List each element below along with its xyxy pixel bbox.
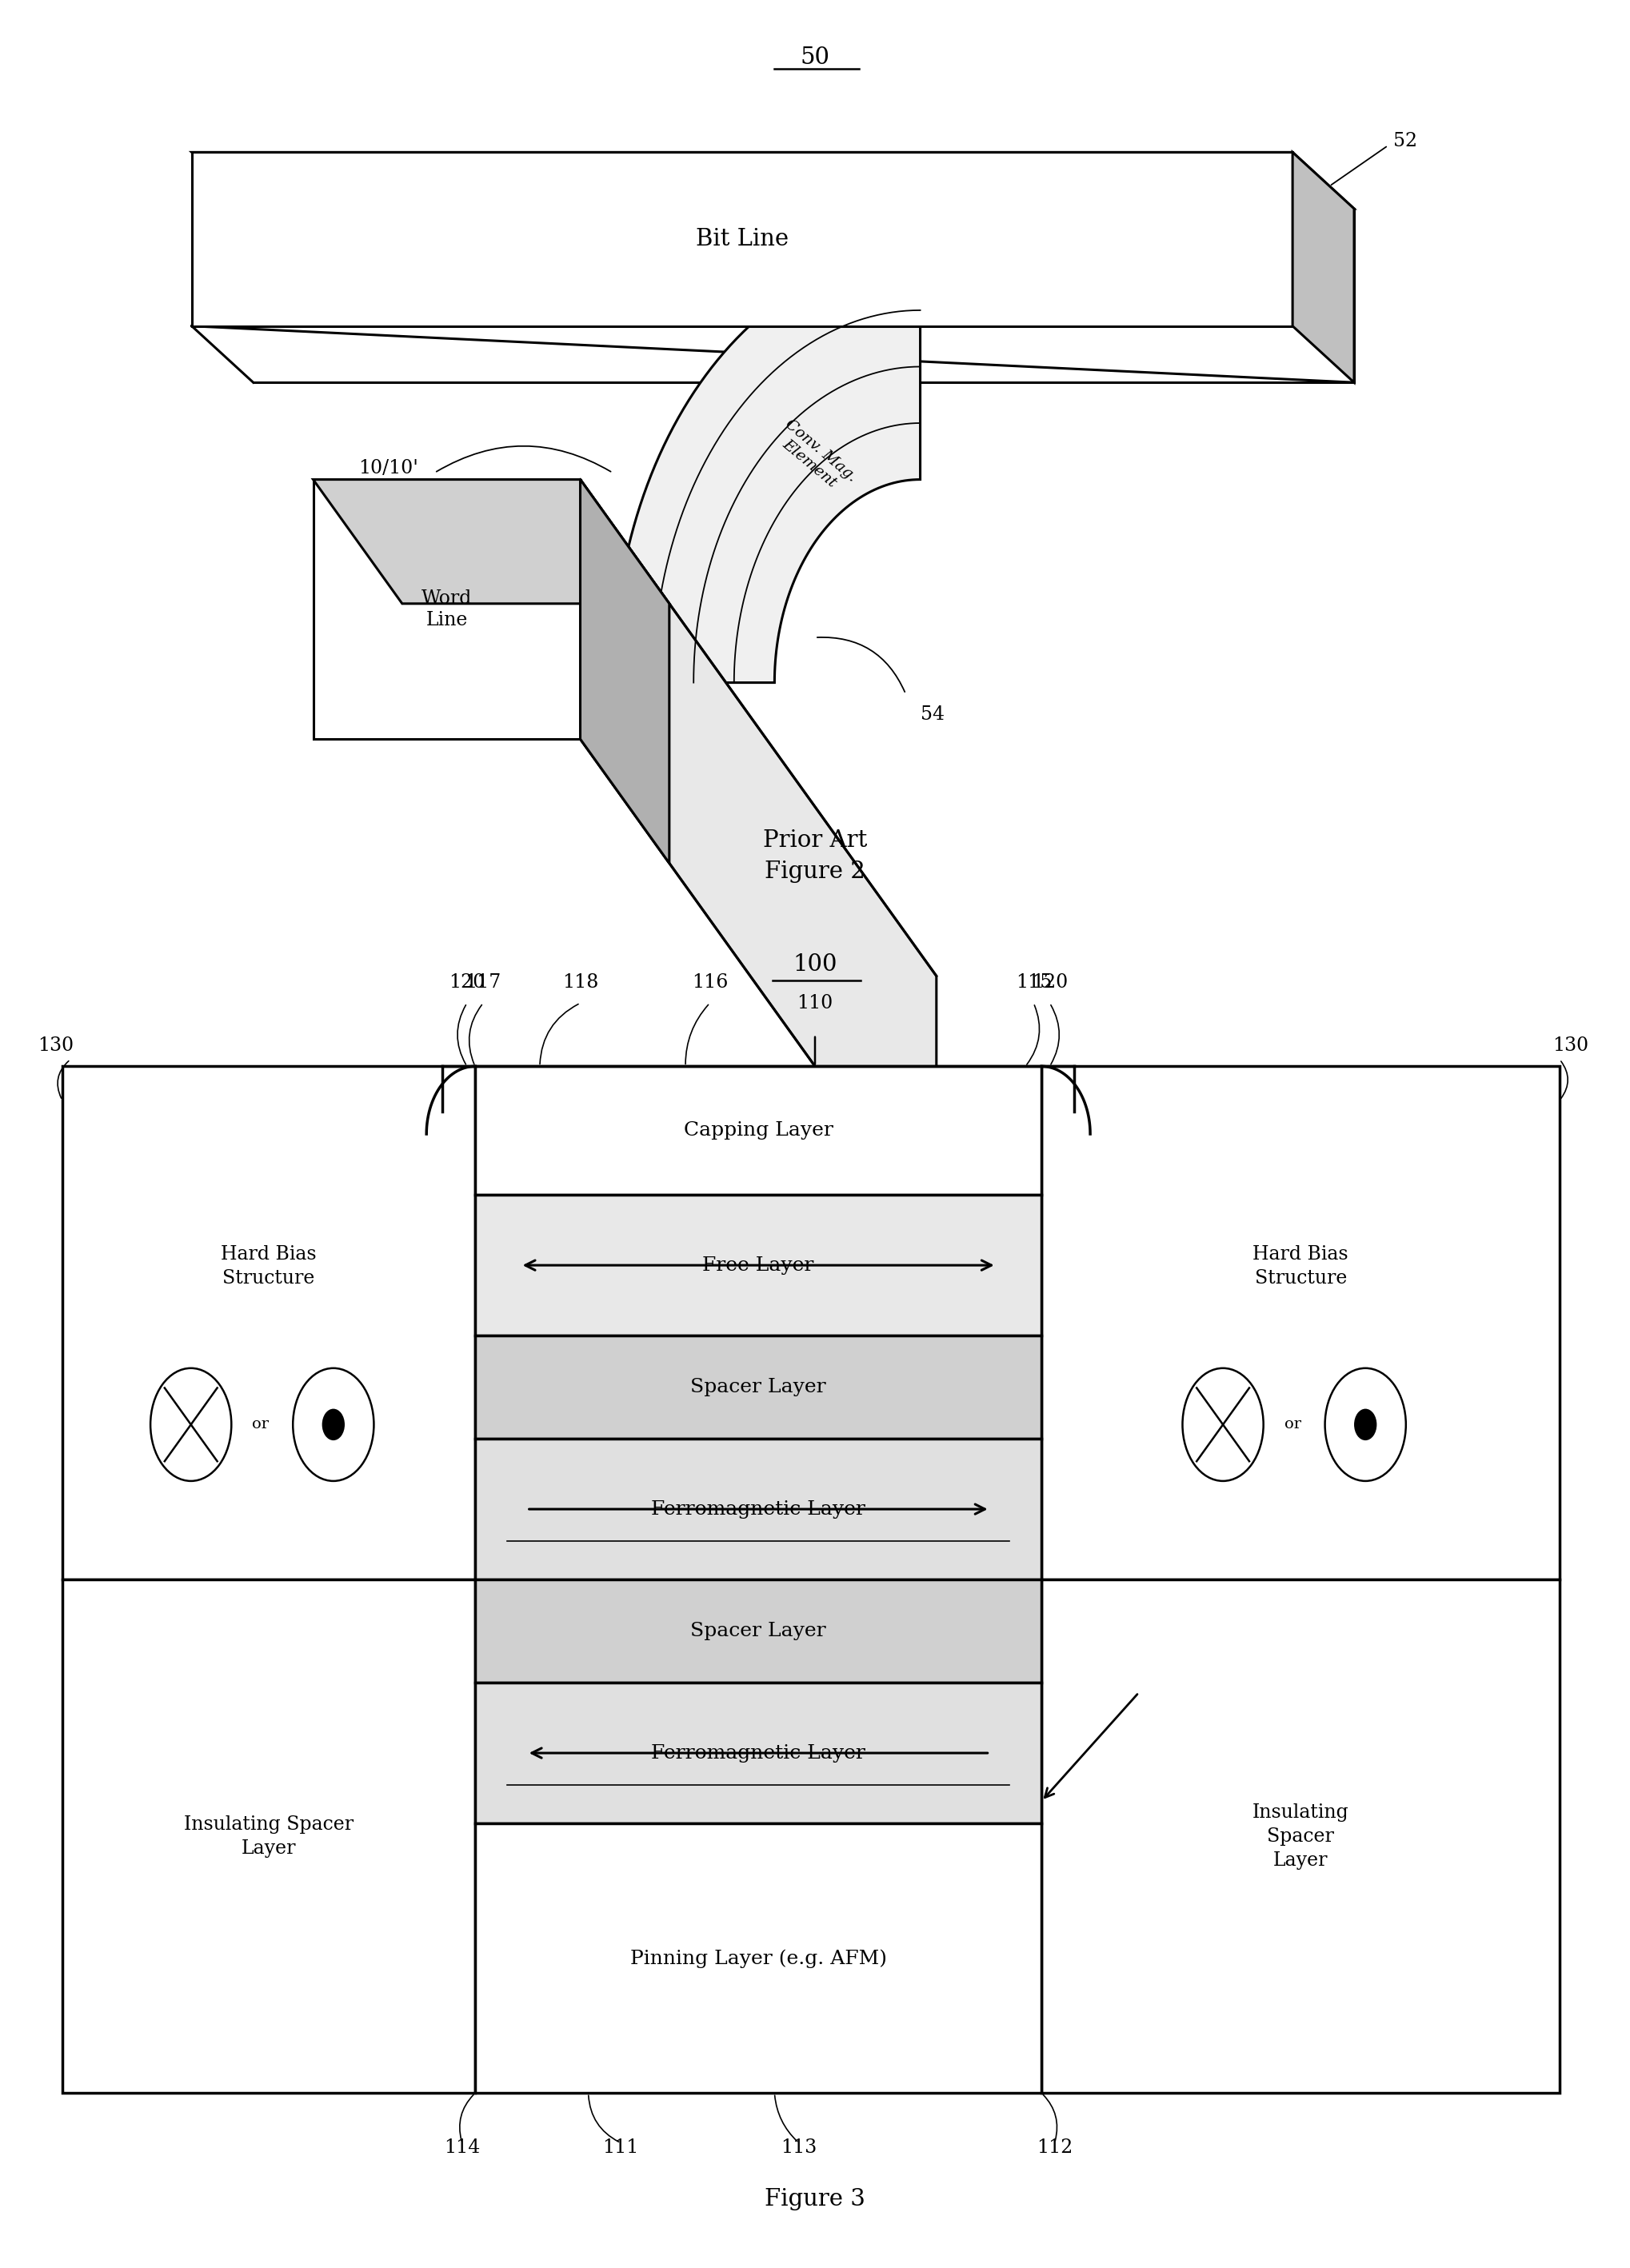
Text: Insulating Spacer
Layer: Insulating Spacer Layer <box>184 1814 354 1857</box>
Text: Spacer Layer: Spacer Layer <box>691 1379 826 1397</box>
Polygon shape <box>192 152 1355 209</box>
Bar <box>474 1195 1042 1336</box>
Circle shape <box>323 1408 344 1440</box>
Text: 117: 117 <box>465 973 500 991</box>
Circle shape <box>1182 1368 1263 1481</box>
Text: 120: 120 <box>1032 973 1068 991</box>
Text: Pinning Layer (e.g. AFM): Pinning Layer (e.g. AFM) <box>629 1948 887 1969</box>
Text: Free Layer: Free Layer <box>703 1256 813 1275</box>
Text: Hard Bias
Structure: Hard Bias Structure <box>220 1245 316 1288</box>
Text: 54: 54 <box>921 705 944 723</box>
Bar <box>474 1336 1042 1438</box>
Text: 130: 130 <box>1553 1036 1589 1055</box>
Polygon shape <box>613 254 921 683</box>
Text: 118: 118 <box>562 973 598 991</box>
Text: 114: 114 <box>443 2139 481 2157</box>
Bar <box>474 1066 1042 1195</box>
Text: 130: 130 <box>37 1036 73 1055</box>
Bar <box>62 1066 474 1581</box>
Polygon shape <box>580 479 670 864</box>
Bar <box>62 1581 474 2093</box>
Text: or: or <box>253 1418 269 1431</box>
Text: 50: 50 <box>800 45 830 68</box>
Text: 111: 111 <box>603 2139 639 2157</box>
Text: 120: 120 <box>448 973 486 991</box>
Text: Conv. Mag.
Element: Conv. Mag. Element <box>771 417 859 497</box>
Polygon shape <box>580 479 936 1236</box>
Text: Word
Line: Word Line <box>422 590 473 628</box>
Text: 100: 100 <box>792 953 838 975</box>
Text: Ferromagnetic Layer: Ferromagnetic Layer <box>652 1499 866 1517</box>
Text: 112: 112 <box>1037 2139 1073 2157</box>
Text: Prior Art
Figure 2: Prior Art Figure 2 <box>763 830 867 882</box>
Circle shape <box>293 1368 373 1481</box>
Polygon shape <box>192 152 1293 327</box>
Text: or: or <box>1284 1418 1301 1431</box>
Text: 113: 113 <box>781 2139 817 2157</box>
Text: 115: 115 <box>1015 973 1051 991</box>
Bar <box>474 1581 1042 1683</box>
Polygon shape <box>313 479 670 603</box>
Polygon shape <box>313 479 580 739</box>
Bar <box>474 1823 1042 2093</box>
Bar <box>1042 1066 1560 1581</box>
Text: Hard Bias
Structure: Hard Bias Structure <box>1253 1245 1348 1288</box>
Circle shape <box>150 1368 231 1481</box>
Text: Capping Layer: Capping Layer <box>683 1120 833 1141</box>
Text: 52: 52 <box>1394 132 1416 150</box>
Text: 10/10': 10/10' <box>359 458 419 476</box>
Circle shape <box>1325 1368 1407 1481</box>
Text: Figure 3: Figure 3 <box>764 2189 866 2211</box>
Text: Spacer Layer: Spacer Layer <box>691 1622 826 1640</box>
Text: Ferromagnetic Layer: Ferromagnetic Layer <box>652 1744 866 1762</box>
Text: Bit Line: Bit Line <box>696 229 789 249</box>
Text: 110: 110 <box>797 993 833 1012</box>
Bar <box>474 1683 1042 1823</box>
Bar <box>474 1438 1042 1581</box>
Polygon shape <box>1293 152 1355 383</box>
Text: Insulating
Spacer
Layer: Insulating Spacer Layer <box>1252 1803 1350 1869</box>
Circle shape <box>1355 1408 1377 1440</box>
Bar <box>1042 1581 1560 2093</box>
Text: 116: 116 <box>691 973 729 991</box>
